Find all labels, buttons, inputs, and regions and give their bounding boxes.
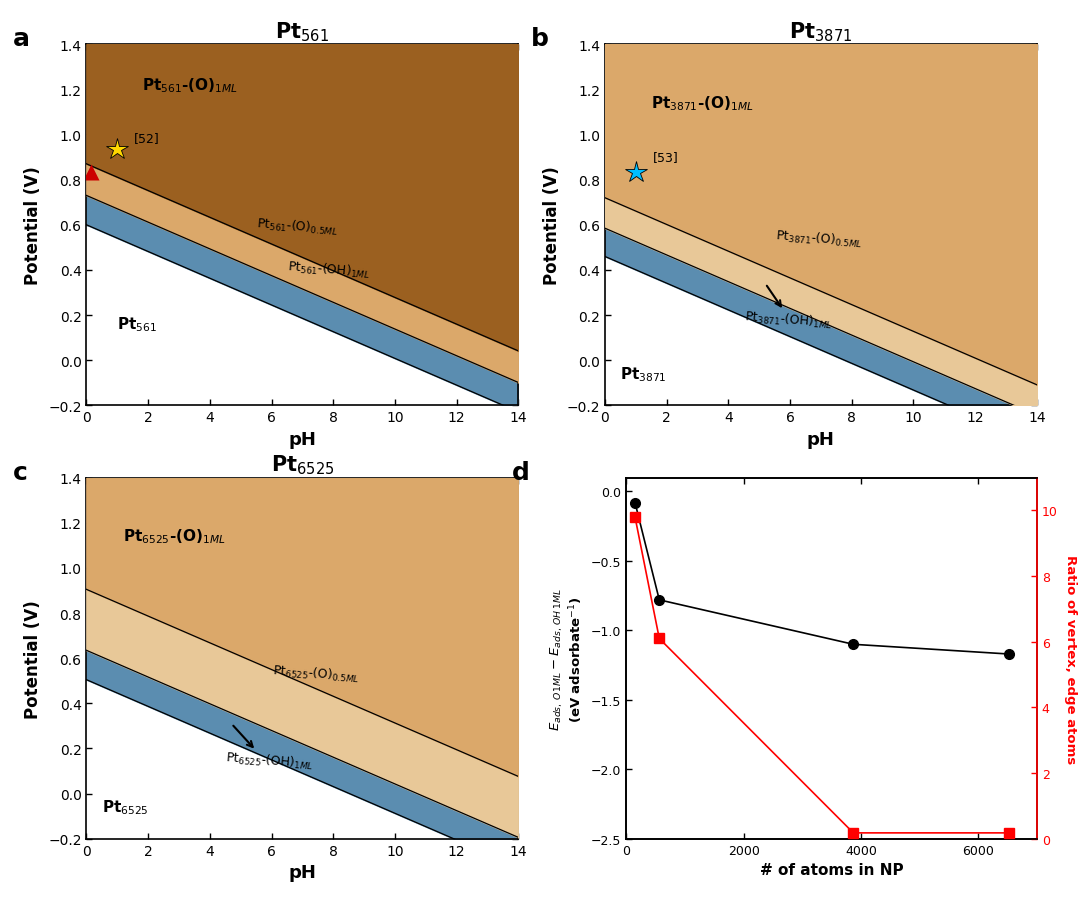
Text: Pt$_{6525}$-(O)$_{1ML}$: Pt$_{6525}$-(O)$_{1ML}$ [123, 527, 227, 546]
X-axis label: # of atoms in NP: # of atoms in NP [760, 862, 903, 878]
Title: Pt$_{561}$: Pt$_{561}$ [275, 20, 329, 44]
Title: Pt$_{6525}$: Pt$_{6525}$ [271, 453, 334, 477]
Y-axis label: $E_{ads,\, O\, 1ML} - E_{ads,\, OH\, 1ML}$
(eV adsorbate$^{-1}$): $E_{ads,\, O\, 1ML} - E_{ads,\, OH\, 1ML… [549, 587, 585, 730]
Text: c: c [13, 460, 28, 484]
Text: d: d [512, 460, 529, 484]
Title: Pt$_{3871}$: Pt$_{3871}$ [789, 20, 852, 44]
X-axis label: pH: pH [288, 430, 316, 448]
Text: Pt$_{6525}$: Pt$_{6525}$ [102, 797, 149, 816]
Text: [52]: [52] [134, 132, 160, 145]
Text: Pt$_{6525}$-(O)$_{0.5ML}$: Pt$_{6525}$-(O)$_{0.5ML}$ [271, 662, 360, 685]
Text: Pt$_{561}$-(O)$_{1ML}$: Pt$_{561}$-(O)$_{1ML}$ [141, 76, 238, 95]
Y-axis label: Potential (V): Potential (V) [25, 599, 42, 718]
Text: Pt$_{561}$-(OH)$_{1ML}$: Pt$_{561}$-(OH)$_{1ML}$ [287, 259, 370, 281]
Text: Pt$_{3871}$-(O)$_{0.5ML}$: Pt$_{3871}$-(O)$_{0.5ML}$ [774, 228, 863, 250]
Text: Pt$_{3871}$-(OH)$_{1ML}$: Pt$_{3871}$-(OH)$_{1ML}$ [744, 309, 833, 331]
Text: Pt$_{561}$: Pt$_{561}$ [118, 315, 158, 334]
Text: [53]: [53] [652, 152, 678, 164]
Text: Pt$_{6525}$-(OH)$_{1ML}$: Pt$_{6525}$-(OH)$_{1ML}$ [226, 749, 314, 771]
Text: a: a [13, 27, 30, 51]
Text: Pt$_{561}$-(O)$_{0.5ML}$: Pt$_{561}$-(O)$_{0.5ML}$ [256, 216, 339, 237]
Text: b: b [531, 27, 550, 51]
X-axis label: pH: pH [288, 863, 316, 881]
X-axis label: pH: pH [807, 430, 835, 448]
Y-axis label: Potential (V): Potential (V) [543, 166, 561, 285]
Text: Pt$_{3871}$-(O)$_{1ML}$: Pt$_{3871}$-(O)$_{1ML}$ [651, 94, 754, 113]
Text: Pt$_{3871}$: Pt$_{3871}$ [620, 364, 667, 383]
Y-axis label: Ratio of vertex, edge atoms: Ratio of vertex, edge atoms [1064, 554, 1077, 763]
Y-axis label: Potential (V): Potential (V) [25, 166, 42, 285]
